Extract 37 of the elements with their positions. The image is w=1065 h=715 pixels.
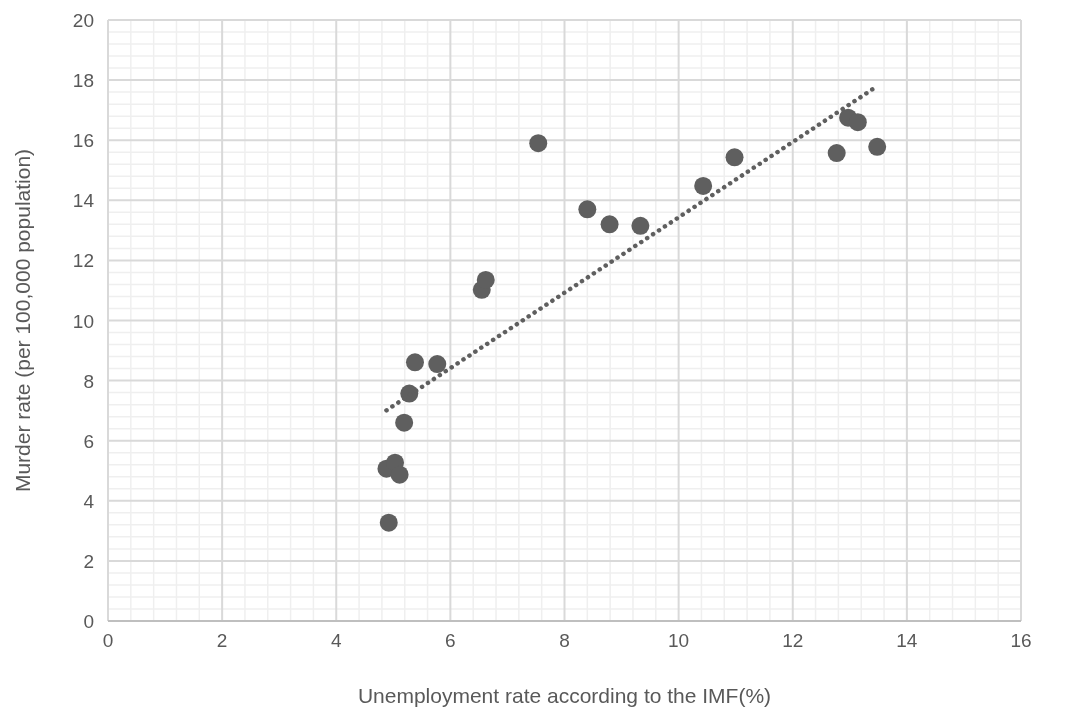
x-tick-label: 6 [445,630,456,651]
x-tick-label: 8 [559,630,570,651]
y-tick-label: 16 [72,130,94,152]
x-tick-label: 4 [330,630,342,651]
y-axis-title: Murder rate (per 100,000 population) [11,148,34,493]
point [868,137,887,156]
x-tick-label: 2 [216,630,228,651]
point [379,513,398,532]
point [725,148,744,167]
point [600,215,619,234]
y-tick-label: 14 [72,190,95,212]
x-tick-label: 16 [1010,630,1032,651]
point [406,353,424,372]
x-axis-title: Unemployment rate according to the IMF(%) [357,684,772,707]
y-tick-label: 4 [83,490,95,512]
point [428,355,447,374]
y-tick-label: 6 [83,430,94,452]
x-tick-label: 12 [782,630,804,651]
point [476,270,495,289]
y-tick-label: 20 [72,10,94,31]
y-tick-label: 18 [72,70,94,92]
y-tick-label: 0 [83,611,94,632]
point [395,413,414,432]
point [631,216,650,235]
x-tick-label: 10 [668,630,690,651]
x-tick-label: 14 [896,630,918,651]
point [827,144,846,163]
point [390,465,409,484]
point [694,176,713,195]
point [578,200,597,219]
y-tick-label: 2 [83,550,94,572]
y-tick-label: 8 [83,370,94,392]
x-tick-label: 0 [102,630,114,651]
point [848,113,867,132]
point [529,134,548,153]
y-tick-label: 10 [72,310,94,332]
y-tick-label: 12 [72,250,94,272]
